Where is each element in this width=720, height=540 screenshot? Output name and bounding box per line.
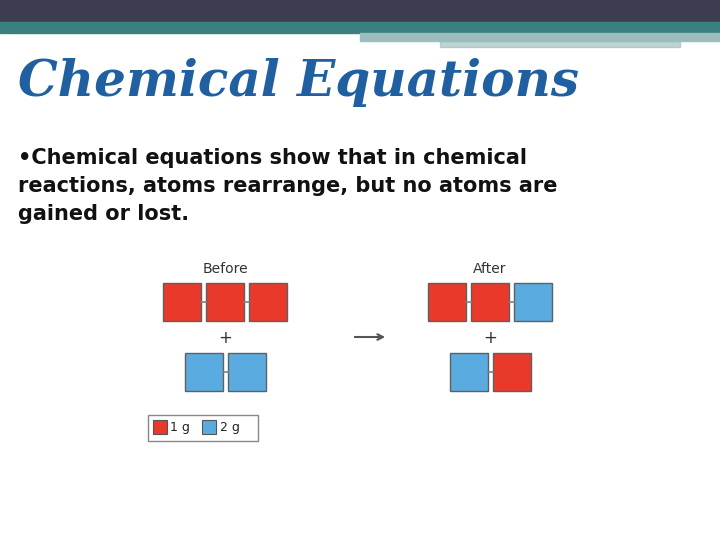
Bar	[360, 33, 720, 41]
Text: •Chemical equations show that in chemical: •Chemical equations show that in chemica…	[18, 148, 527, 168]
Text: Before: Before	[202, 262, 248, 276]
Bar	[428, 283, 466, 321]
Bar	[449, 353, 487, 391]
Bar	[0, 22, 720, 33]
Text: Chemical Equations: Chemical Equations	[18, 58, 579, 107]
Bar	[440, 41, 680, 47]
Text: After: After	[473, 262, 507, 276]
Text: +: +	[483, 329, 497, 347]
Bar	[184, 353, 222, 391]
Bar	[206, 283, 244, 321]
FancyBboxPatch shape	[148, 415, 258, 441]
Bar	[471, 283, 509, 321]
Bar	[228, 353, 266, 391]
Bar	[249, 283, 287, 321]
Bar	[163, 283, 201, 321]
Bar	[492, 353, 531, 391]
Text: reactions, atoms rearrange, but no atoms are: reactions, atoms rearrange, but no atoms…	[18, 176, 557, 196]
Text: gained or lost.: gained or lost.	[18, 204, 189, 224]
Bar	[0, 0, 720, 22]
Text: 2 g: 2 g	[220, 422, 240, 435]
Text: 1 g: 1 g	[170, 422, 190, 435]
Text: +: +	[218, 329, 232, 347]
Bar	[202, 420, 216, 434]
Bar	[514, 283, 552, 321]
Bar	[153, 420, 167, 434]
